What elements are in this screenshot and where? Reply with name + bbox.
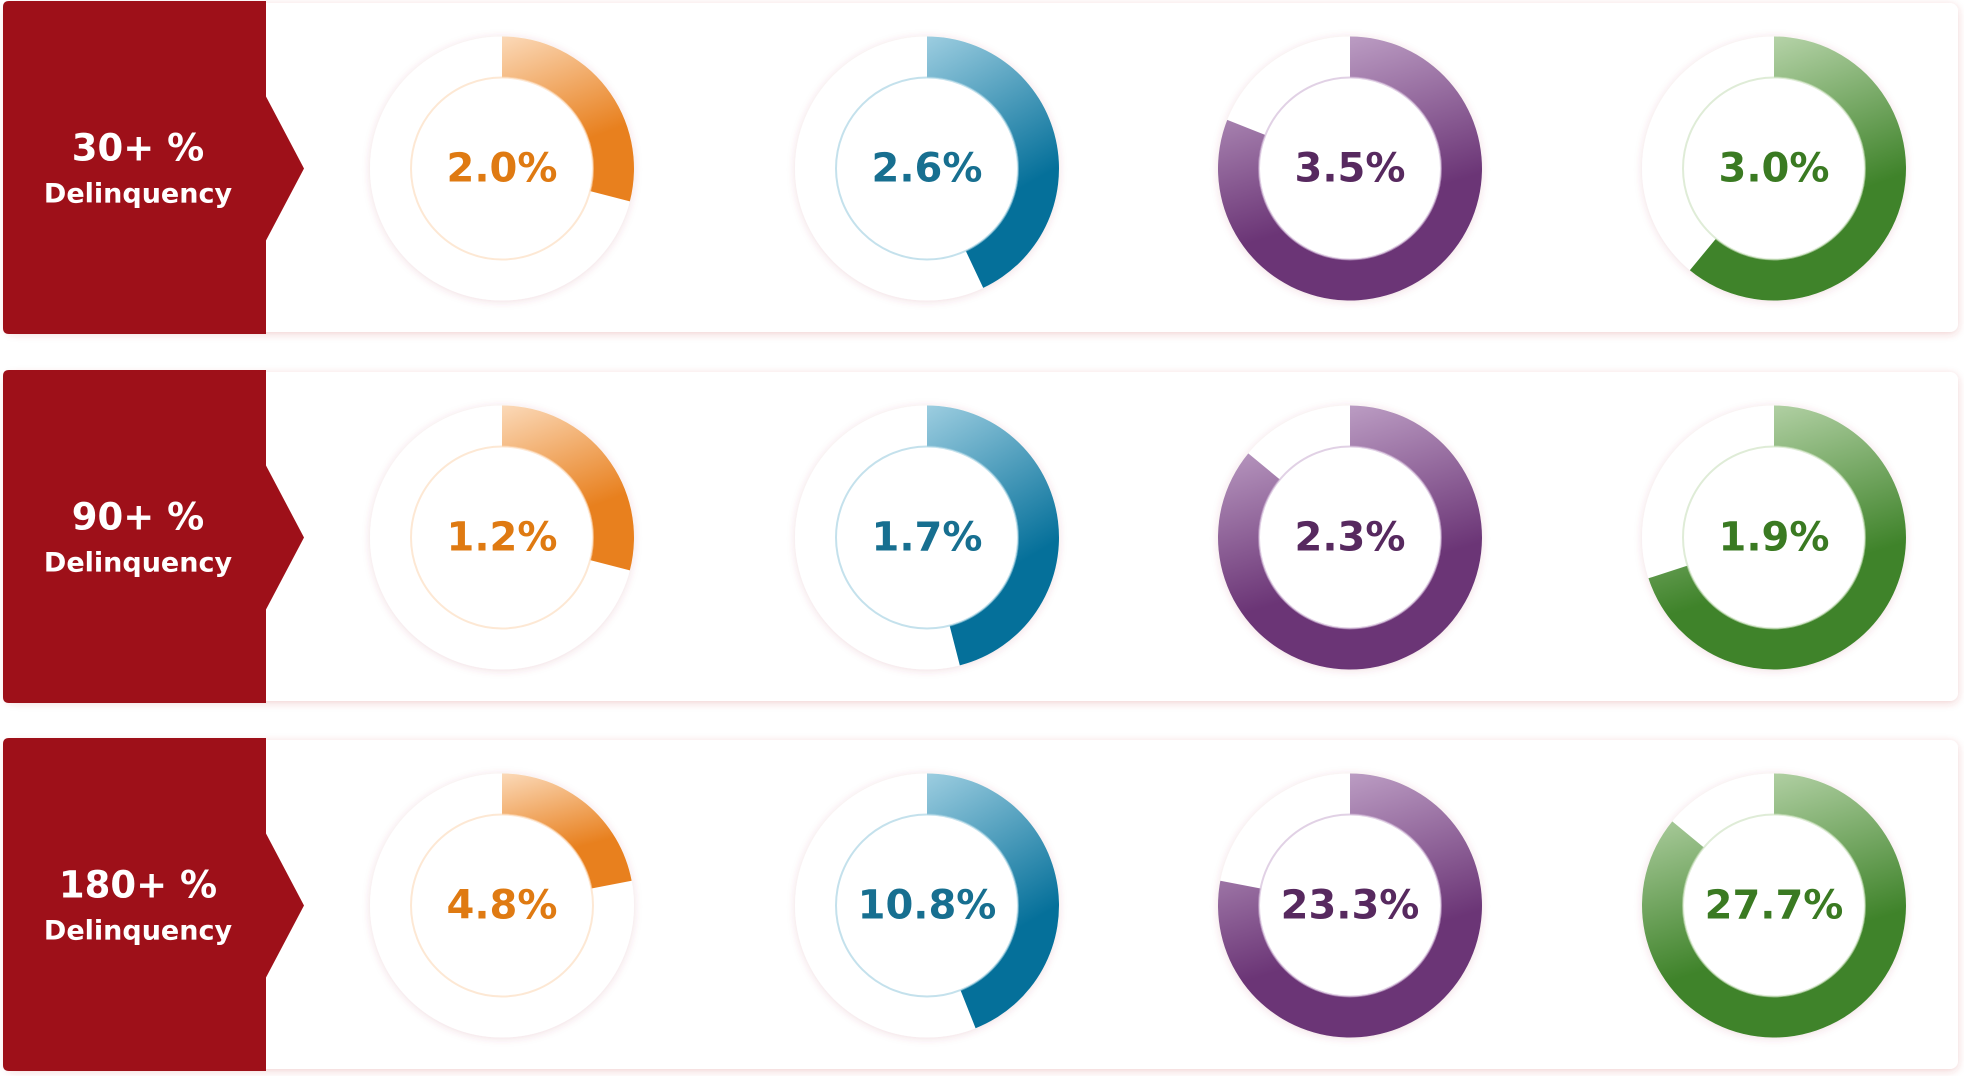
ring-value: 3.0%: [1719, 146, 1830, 192]
ring-hole: [835, 76, 1019, 261]
ring-arc: [927, 36, 1060, 288]
ring-hole: [835, 813, 1019, 998]
ring-hole: [1682, 445, 1866, 630]
row-sublabel: Delinquency: [44, 548, 233, 579]
ring-arc: [927, 405, 1060, 666]
ring-arc: [1218, 36, 1483, 301]
ring-arc: [502, 405, 635, 571]
ring-value: 1.7%: [872, 515, 983, 561]
ring-value: 2.3%: [1295, 515, 1406, 561]
ring-arc: [927, 773, 1060, 1029]
row-tag: [3, 370, 304, 703]
ring-hole: [835, 445, 1019, 630]
ring-hole: [1258, 813, 1442, 998]
ring-arc: [1218, 773, 1483, 1038]
ring-arc: [1642, 773, 1907, 1038]
ring-arc: [502, 36, 634, 202]
ring-value: 4.8%: [447, 883, 558, 929]
ring-hole: [1258, 76, 1442, 261]
ring-arc: [1217, 405, 1482, 670]
row-tag: [3, 738, 304, 1071]
ring-arc: [502, 773, 632, 889]
ring-value: 27.7%: [1705, 883, 1844, 929]
ring-value: 1.9%: [1719, 515, 1830, 561]
row-tag: [3, 1, 304, 334]
ring-hole: [410, 76, 594, 261]
ring-value: 3.5%: [1295, 146, 1406, 192]
ring-arc: [1689, 36, 1907, 301]
ring-hole: [1258, 445, 1442, 630]
ring-arc: [1648, 405, 1907, 670]
ring-hole: [1682, 813, 1866, 998]
ring-value: 10.8%: [858, 883, 997, 929]
ring-value: 2.0%: [447, 146, 558, 192]
row-sublabel: Delinquency: [44, 916, 233, 947]
ring-value: 23.3%: [1281, 883, 1420, 929]
row-label: 180+ %: [59, 864, 217, 907]
ring-value: 2.6%: [872, 146, 983, 192]
ring-hole: [410, 813, 594, 998]
ring-value: 1.2%: [447, 515, 558, 561]
row-label: 30+ %: [72, 127, 204, 170]
row-label: 90+ %: [72, 496, 204, 539]
ring-hole: [1682, 76, 1866, 261]
row-sublabel: Delinquency: [44, 179, 233, 210]
ring-hole: [410, 445, 594, 630]
